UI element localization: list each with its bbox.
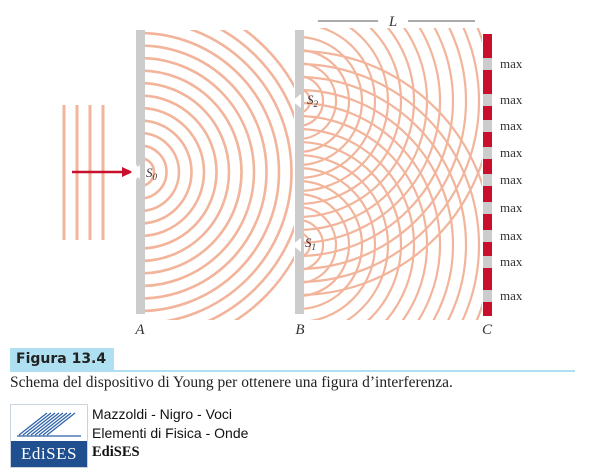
wavefront-arc [165,30,293,320]
wavefront-arc [304,63,481,320]
wavefront-arc [304,28,468,270]
wavefront-arc [304,180,364,310]
wavefront-arc [304,167,377,320]
dark-fringe [483,166,492,174]
wavefront-arc [304,28,455,257]
max-label: max [500,118,523,133]
wavefront-arc [142,131,181,213]
wavefront-arc [142,44,268,300]
max-label: max [500,56,523,71]
publisher-logo: EdiSES [10,404,88,468]
dark-fringe [483,249,492,256]
wavefront-arc [142,94,218,250]
wavefront-arc [304,128,416,320]
screen-c-label: C [482,322,493,338]
figure-rule [10,370,575,372]
dark-fringe [483,194,492,202]
publisher-credits: Mazzoldi - Nigro - Voci Elementi di Fisi… [92,405,248,462]
wavefront-arc [304,28,481,283]
wavefront-arc [142,31,281,313]
dark-fringe [483,106,492,113]
wavefront-arc [304,154,390,320]
wavefront-arc [142,56,256,288]
dark-fringe [483,159,492,167]
dark-fringe [483,82,492,94]
dark-fringe [483,279,492,290]
dark-fringe [483,113,492,120]
wavefront-arc [304,219,325,271]
wavefront-arc [233,30,294,320]
slit-s0 [131,165,140,179]
young-experiment-diagram: L S0 S2 S1 A B C maxmaxmaxmaxmaxmaxmaxma… [62,14,523,338]
dark-fringe [483,186,492,194]
dark-fringe [483,302,492,316]
wavefront-arc [304,206,338,284]
wavefront-arc [304,75,325,127]
wavefront-arc [304,28,390,192]
figure-caption: Schema del dispositivo di Young per otte… [10,374,453,391]
wavefront-arc [304,28,416,218]
wavefront-arc [304,28,442,244]
wavefront-arc [304,233,312,257]
max-label: max [500,254,523,269]
wavefront-arc [142,119,193,225]
barrier-b [295,30,304,314]
barrier-b-label: B [295,322,304,338]
slit-s2-label: S2 [307,92,319,109]
dark-fringe [483,132,492,140]
max-labels: max max max max max max max max max [500,56,523,303]
screen-c [483,34,492,316]
wavefront-arc [304,62,338,140]
max-label: max [500,200,523,215]
max-label: max [500,92,523,107]
incident-light-arrow [72,167,133,177]
dark-fringe [483,242,492,249]
slit-s0-label: S0 [146,165,158,182]
wavefront-arc [304,89,312,113]
max-label: max [500,145,523,160]
wavefront-arc [304,36,364,166]
wavefront-arc [304,141,403,320]
book-pages-icon [17,412,81,437]
logo-wordmark: EdiSES [11,441,87,467]
dark-fringe [483,70,492,82]
wavefront-arc [304,115,429,320]
slit-s1-label: S1 [305,235,316,252]
distance-l-label: L [388,14,397,30]
dark-fringe [483,214,492,222]
dark-fringe [483,222,492,230]
dark-fringe [483,139,492,147]
wavefront-arc [142,106,206,238]
wavefront-arc [304,28,377,179]
book-title: Elementi di Fisica - Onde [92,425,249,441]
max-label: max [500,228,523,243]
wavefront-arc [304,49,351,153]
wavefront-arc [304,89,455,320]
wavefront-arc [304,102,442,320]
dark-fringe [483,34,492,58]
wavefront-arc [142,81,231,263]
barrier-a-label: A [134,322,145,338]
wavefront-arc [142,156,156,188]
waves-from-s1-s2 [304,28,482,320]
wavefront-arc [304,28,403,205]
slit-s1 [292,238,301,252]
waves-from-s0 [142,30,294,320]
wavefront-arc [142,144,168,200]
slit-s2 [292,94,301,108]
max-label: max [500,172,523,187]
figure-label: Figura 13.4 [10,348,114,370]
authors: Mazzoldi - Nigro - Voci [92,406,233,422]
wavefront-arc [142,69,243,275]
wavefront-arc [304,76,468,320]
dark-fringe [483,268,492,279]
publisher-name: EdiSES [92,444,140,460]
wavefront-arc [304,193,351,297]
max-label: max [500,288,523,303]
